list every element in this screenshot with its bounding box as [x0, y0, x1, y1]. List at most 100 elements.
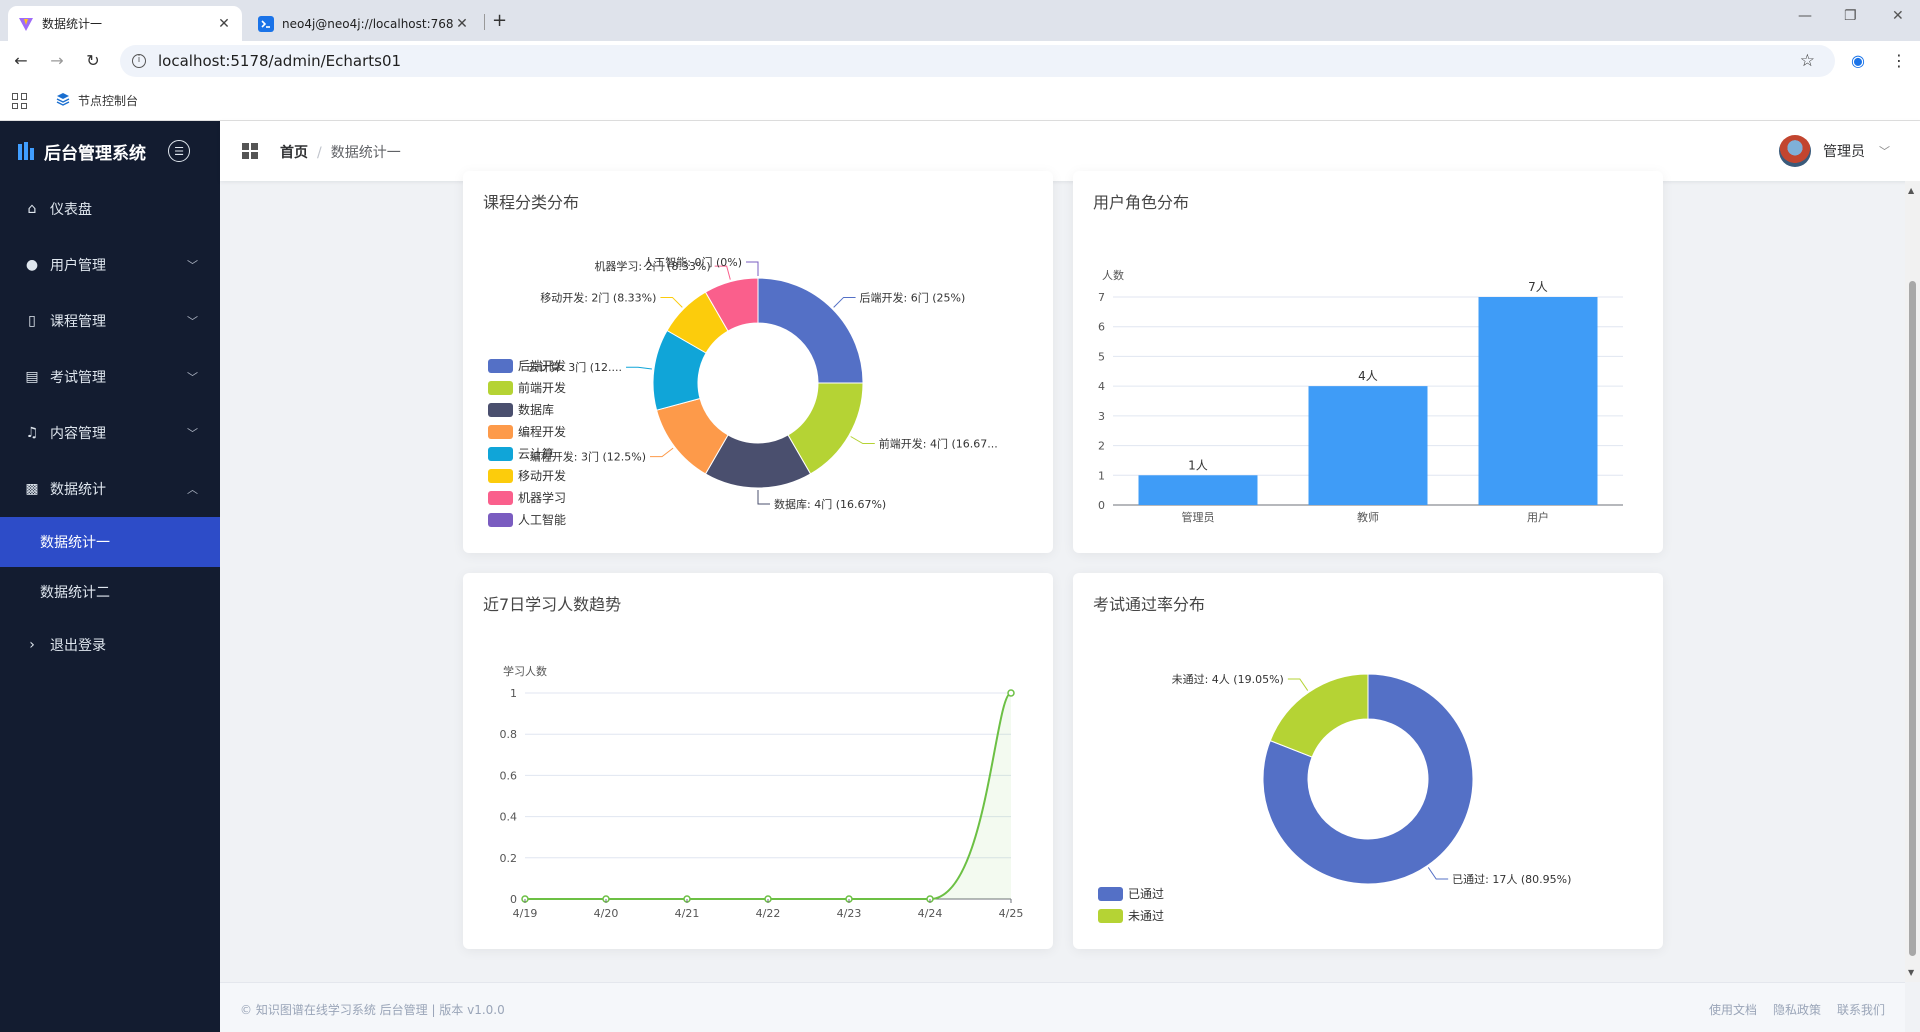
y-tick-label: 7 — [1098, 291, 1105, 304]
y-tick-label: 4 — [1098, 380, 1105, 393]
close-tab-icon[interactable]: ✕ — [456, 15, 468, 32]
course-category-pie-chart: 后端开发: 6门 (25%) 前端开发: 4门 (16.67... 数据库: 4门 … — [488, 255, 998, 527]
sidebar-item-courses[interactable]: ▯ 课程管理 ﹀ — [0, 293, 220, 349]
legend-swatch — [488, 491, 513, 505]
browser-tab-neo4j[interactable]: neo4j@neo4j://localhost:768 ✕ — [248, 6, 480, 41]
sidebar-item-logout[interactable]: › 退出登录 — [0, 617, 220, 673]
bookmark-item[interactable]: 节点控制台 — [56, 92, 138, 109]
legend-swatch — [488, 381, 513, 395]
pie-slice-label: 编程开发: 3门 (12.5%) — [530, 450, 646, 464]
menu-label: 退出登录 — [50, 638, 106, 654]
area-fill — [525, 693, 1011, 899]
legend-swatch — [488, 469, 513, 483]
pie-slice — [704, 277, 759, 332]
menu-label: 数据统计 — [50, 482, 106, 498]
site-info-icon[interactable]: i — [132, 54, 146, 68]
minimize-icon[interactable]: — — [1798, 8, 1812, 24]
bar — [1308, 386, 1428, 505]
x-tick-label: 4/22 — [756, 907, 781, 920]
menu-label: 仪表盘 — [50, 202, 92, 218]
home-icon: ⌂ — [27, 201, 37, 217]
close-window-icon[interactable]: ✕ — [1892, 8, 1904, 24]
page-scrollbar[interactable]: ▲ ▼ — [1905, 181, 1920, 982]
menu-label: 考试管理 — [50, 370, 106, 386]
submenu-label: 数据统计一 — [40, 535, 110, 551]
x-tick-label: 4/19 — [513, 907, 538, 920]
chart-card-user-role: 人数 0 1 2 3 4 5 6 7 1人 管理员 4人 教师 7人 用户 用户角色分布 — [1073, 171, 1663, 553]
sidebar-item-dashboard[interactable]: ⌂ 仪表盘 — [0, 181, 220, 237]
sidebar: 后台管理系统 ☰ ⌂ 仪表盘 ● 用户管理 ﹀ ▯ 课程管理 ﹀ ▤ 考试管理 … — [0, 121, 220, 1032]
legend-label: 前端开发 — [518, 380, 566, 395]
card-title: 近7日学习人数趋势 — [483, 595, 622, 614]
legend-swatch — [1098, 909, 1123, 923]
pie-slice-label: 移动开发: 2门 (8.33%) — [540, 290, 656, 304]
reload-icon[interactable]: ↻ — [86, 51, 100, 70]
collapse-menu-icon[interactable]: ☰ — [168, 140, 190, 162]
tab-strip: 数据统计一 ✕ neo4j@neo4j://localhost:768 ✕ + … — [0, 0, 1920, 41]
menu-label: 用户管理 — [50, 258, 106, 274]
x-tick-label: 管理员 — [1182, 510, 1215, 524]
bookmarks-bar: 节点控制台 — [0, 81, 1920, 121]
sidebar-subitem-stats-2[interactable]: 数据统计二 — [0, 567, 220, 617]
footer-links: 使用文档 隐私政策 联系我们 — [1709, 1001, 1885, 1018]
sidebar-subitem-stats-1[interactable]: 数据统计一 — [0, 517, 220, 567]
chevron-down-icon: ﹀ — [1879, 145, 1890, 158]
legend-swatch — [488, 359, 513, 373]
y-tick-label: 1 — [510, 687, 517, 700]
y-tick-label: 0.2 — [500, 852, 518, 865]
footer-link-contact[interactable]: 联系我们 — [1836, 1003, 1885, 1017]
url-text: localhost:5178/admin/Echarts01 — [158, 52, 402, 70]
new-tab-icon[interactable]: + — [492, 10, 508, 31]
brand-title: 后台管理系统 — [44, 143, 146, 164]
document-icon: ▤ — [25, 369, 39, 385]
user-name: 管理员 — [1823, 144, 1865, 160]
scrollbar-thumb[interactable] — [1909, 281, 1916, 956]
breadcrumb-separator: / — [317, 145, 322, 161]
bar — [1478, 297, 1598, 505]
more-menu-icon[interactable]: ⋮ — [1891, 51, 1907, 70]
grid-menu-icon[interactable] — [242, 143, 258, 159]
legend-label: 移动开发 — [518, 468, 566, 483]
label-leader-line — [626, 366, 652, 370]
restore-icon[interactable]: ❐ — [1844, 8, 1857, 24]
breadcrumb: 首页 / 数据统计一 — [280, 142, 401, 162]
label-leader-line — [850, 436, 875, 444]
address-bar[interactable]: i localhost:5178/admin/Echarts01 ☆ — [120, 45, 1835, 77]
bell-icon: ♫ — [25, 425, 39, 441]
x-tick-label: 4/24 — [918, 907, 943, 920]
sidebar-item-users[interactable]: ● 用户管理 ﹀ — [0, 237, 220, 293]
forward-arrow-icon[interactable]: → — [50, 51, 64, 70]
bar-value-label: 7人 — [1528, 280, 1548, 294]
apps-grid-icon[interactable] — [12, 93, 28, 109]
sidebar-item-exams[interactable]: ▤ 考试管理 ﹀ — [0, 349, 220, 405]
terminal-icon — [258, 15, 274, 32]
label-leader-line — [1427, 867, 1449, 880]
y-tick-label: 0 — [510, 893, 517, 906]
scroll-up-icon[interactable]: ▲ — [1908, 186, 1915, 195]
chart-icon: ▩ — [25, 481, 39, 497]
label-leader-line — [714, 265, 731, 280]
x-tick-label: 4/20 — [594, 907, 619, 920]
scroll-down-icon[interactable]: ▼ — [1908, 968, 1915, 977]
bookmark-star-icon[interactable]: ☆ — [1799, 51, 1815, 71]
footer-link-privacy[interactable]: 隐私政策 — [1772, 1003, 1821, 1017]
profile-icon[interactable]: ◉ — [1851, 51, 1865, 70]
chart-card-course-category: 后端开发: 6门 (25%) 前端开发: 4门 (16.67... 数据库: 4门 … — [463, 171, 1053, 553]
back-arrow-icon[interactable]: ← — [14, 51, 28, 70]
chevron-down-icon: ﹀ — [187, 427, 198, 440]
breadcrumb-home[interactable]: 首页 — [280, 145, 308, 161]
sidebar-item-stats[interactable]: ▩ 数据统计 ︿ — [0, 461, 220, 517]
tab-title: neo4j@neo4j://localhost:768 — [282, 16, 454, 31]
legend-label: 编程开发 — [518, 424, 566, 439]
browser-toolbar: ← → ↻ i localhost:5178/admin/Echarts01 ☆… — [0, 41, 1920, 81]
close-tab-icon[interactable]: ✕ — [218, 15, 230, 32]
label-leader-line — [746, 261, 759, 276]
user-dropdown[interactable]: 管理员 ﹀ — [1779, 135, 1890, 167]
browser-tab-active[interactable]: 数据统计一 ✕ — [8, 6, 242, 41]
sidebar-item-content[interactable]: ♫ 内容管理 ﹀ — [0, 405, 220, 461]
footer-link-docs[interactable]: 使用文档 — [1708, 1003, 1757, 1017]
pie-slice-label: 数据库: 4门 (16.67%) — [774, 497, 886, 511]
y-tick-label: 2 — [1098, 440, 1105, 453]
